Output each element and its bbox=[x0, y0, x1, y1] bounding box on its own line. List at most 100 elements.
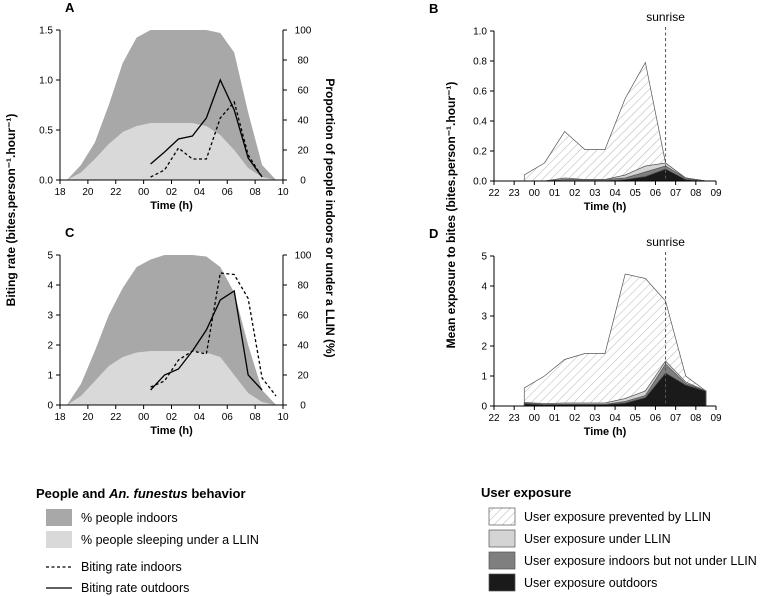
legend-swatch-outdoors bbox=[488, 573, 516, 592]
y2-tick-label: 0 bbox=[300, 176, 306, 187]
x-tick-label: 05 bbox=[630, 413, 642, 424]
y-tick-label: 4 bbox=[481, 282, 487, 293]
x-tick-label: 04 bbox=[610, 413, 622, 424]
panel-label: C bbox=[65, 225, 75, 240]
x-tick-label: 07 bbox=[670, 413, 682, 424]
y-tick-label: 3 bbox=[481, 312, 487, 323]
x-tick-label: 03 bbox=[589, 413, 601, 424]
y2-tick-label: 100 bbox=[295, 26, 312, 37]
x-tick-label: 02 bbox=[569, 188, 581, 199]
y2-tick-label: 0 bbox=[300, 401, 306, 412]
y2-tick-label: 80 bbox=[297, 281, 309, 292]
y-tick-label: 0.8 bbox=[473, 57, 487, 68]
legend-item-indoors: % people indoors bbox=[81, 511, 178, 525]
legend-left-title: People and An. funestus behavior bbox=[36, 486, 246, 501]
y-tick-label: 4 bbox=[47, 281, 53, 292]
panel-a: 18 20 22 00 02 04 06 08 10 0.0 0.5 1.0 1.5 0 20 40 60 80 1… bbox=[39, 0, 312, 212]
legend-people-behavior: People and An. funestus behavior % peopl… bbox=[36, 486, 259, 595]
line-biting-indoors bbox=[150, 100, 263, 178]
x-tick-label: 03 bbox=[589, 188, 601, 199]
x-tick-label: 18 bbox=[54, 412, 66, 423]
x-tick-label: 18 bbox=[54, 187, 66, 198]
x-axis-title: Time (h) bbox=[150, 200, 193, 212]
y2-tick-label: 40 bbox=[297, 341, 309, 352]
x-tick-label: 00 bbox=[138, 412, 150, 423]
y-tick-label: 5 bbox=[481, 252, 487, 263]
legend-swatch-indoors bbox=[46, 509, 72, 526]
y-tick-label: 1 bbox=[481, 372, 487, 383]
x-axis-title: Time (h) bbox=[584, 426, 627, 438]
x-tick-label: 06 bbox=[222, 187, 234, 198]
right-axis-title: Mean exposure to bites (bites.person⁻¹.h… bbox=[444, 82, 458, 349]
panel-c: 18 20 22 00 02 04 06 08 10012345020406080100Time… bbox=[47, 225, 311, 437]
x-tick-label: 08 bbox=[690, 188, 702, 199]
area-llin bbox=[66, 351, 277, 405]
y-tick-label: 2 bbox=[47, 341, 53, 352]
y-tick-label: 2 bbox=[481, 342, 487, 353]
y2-tick-label: 40 bbox=[297, 116, 309, 127]
x-tick-label: 06 bbox=[650, 188, 662, 199]
x-axis-title: Time (h) bbox=[584, 201, 627, 213]
x-tick-label: 04 bbox=[194, 187, 206, 198]
x-tick-label: 06 bbox=[650, 413, 662, 424]
area-prevented bbox=[523, 61, 706, 182]
y2-tick-label: 60 bbox=[297, 311, 309, 322]
y2-tick-label: 60 bbox=[297, 86, 309, 97]
legend-item-biting-indoors: Biting rate indoors bbox=[81, 560, 182, 574]
y-tick-label: 0.4 bbox=[473, 117, 487, 128]
x-tick-label: 23 bbox=[509, 413, 521, 424]
panel-label: A bbox=[65, 0, 75, 15]
legend-swatch-llin bbox=[46, 531, 72, 548]
x-tick-label: 22 bbox=[110, 412, 122, 423]
legend-item-biting-outdoors: Biting rate outdoors bbox=[81, 581, 189, 595]
area-outdoors bbox=[523, 372, 707, 407]
y-tick-label: 0.0 bbox=[39, 176, 53, 187]
x-tick-label: 22 bbox=[110, 187, 122, 198]
y-tick-label: 0 bbox=[47, 401, 53, 412]
area-llin bbox=[66, 123, 277, 180]
legend-swatch-prevented bbox=[488, 507, 516, 526]
panel-label: D bbox=[429, 226, 438, 241]
line-biting-outdoors bbox=[150, 78, 263, 178]
legend-swatch-under-llin bbox=[488, 529, 516, 548]
panel-b: sunrise 22 23 00 01 02 03 04 05 06 07 08 09 0.0 0.2 0.4… bbox=[429, 1, 722, 213]
x-tick-label: 01 bbox=[549, 188, 561, 199]
y-tick-label: 0.0 bbox=[473, 177, 487, 188]
y-tick-label: 5 bbox=[47, 251, 53, 262]
x-tick-label: 09 bbox=[710, 188, 722, 199]
x-tick-label: 04 bbox=[194, 412, 206, 423]
legend-item-indoors-not-llin: User exposure indoors but not under LLIN bbox=[524, 554, 757, 568]
legend-item-under-llin: User exposure under LLIN bbox=[524, 532, 671, 546]
x-tick-label: 10 bbox=[277, 412, 289, 423]
y-tick-label: 0.2 bbox=[473, 147, 487, 158]
x-tick-label: 05 bbox=[630, 188, 642, 199]
sunrise-label: sunrise bbox=[646, 235, 685, 249]
legend-right-title: User exposure bbox=[481, 485, 571, 500]
x-tick-label: 23 bbox=[509, 188, 521, 199]
x-tick-label: 22 bbox=[488, 413, 500, 424]
y-tick-label: 3 bbox=[47, 311, 53, 322]
x-tick-label: 00 bbox=[529, 413, 541, 424]
legend-user-exposure: User exposure User exposure prevented by… bbox=[481, 485, 757, 592]
x-tick-label: 01 bbox=[549, 413, 561, 424]
middle-axis-title: Proportion of people indoors or under a … bbox=[323, 78, 337, 357]
x-tick-label: 20 bbox=[82, 187, 94, 198]
x-tick-label: 00 bbox=[138, 187, 150, 198]
y-tick-label: 0.6 bbox=[473, 87, 487, 98]
y-tick-label: 1.5 bbox=[39, 26, 53, 37]
y2-tick-label: 20 bbox=[297, 371, 309, 382]
x-tick-label: 20 bbox=[82, 412, 94, 423]
x-tick-label: 06 bbox=[222, 412, 234, 423]
x-tick-label: 08 bbox=[690, 413, 702, 424]
legend-swatch-indoors-not-llin bbox=[488, 551, 516, 570]
y-tick-label: 0 bbox=[481, 402, 487, 413]
line-biting-outdoors bbox=[150, 289, 263, 391]
charts: 18 20 22 00 02 04 06 08 100.00.51.01.50204060801… bbox=[39, 0, 722, 438]
y-tick-label: 1.0 bbox=[39, 76, 53, 87]
y-tick-label: 1.0 bbox=[473, 27, 487, 38]
x-tick-label: 02 bbox=[166, 187, 178, 198]
x-tick-label: 00 bbox=[529, 188, 541, 199]
legend-item-llin: % people sleeping under a LLIN bbox=[81, 533, 259, 547]
